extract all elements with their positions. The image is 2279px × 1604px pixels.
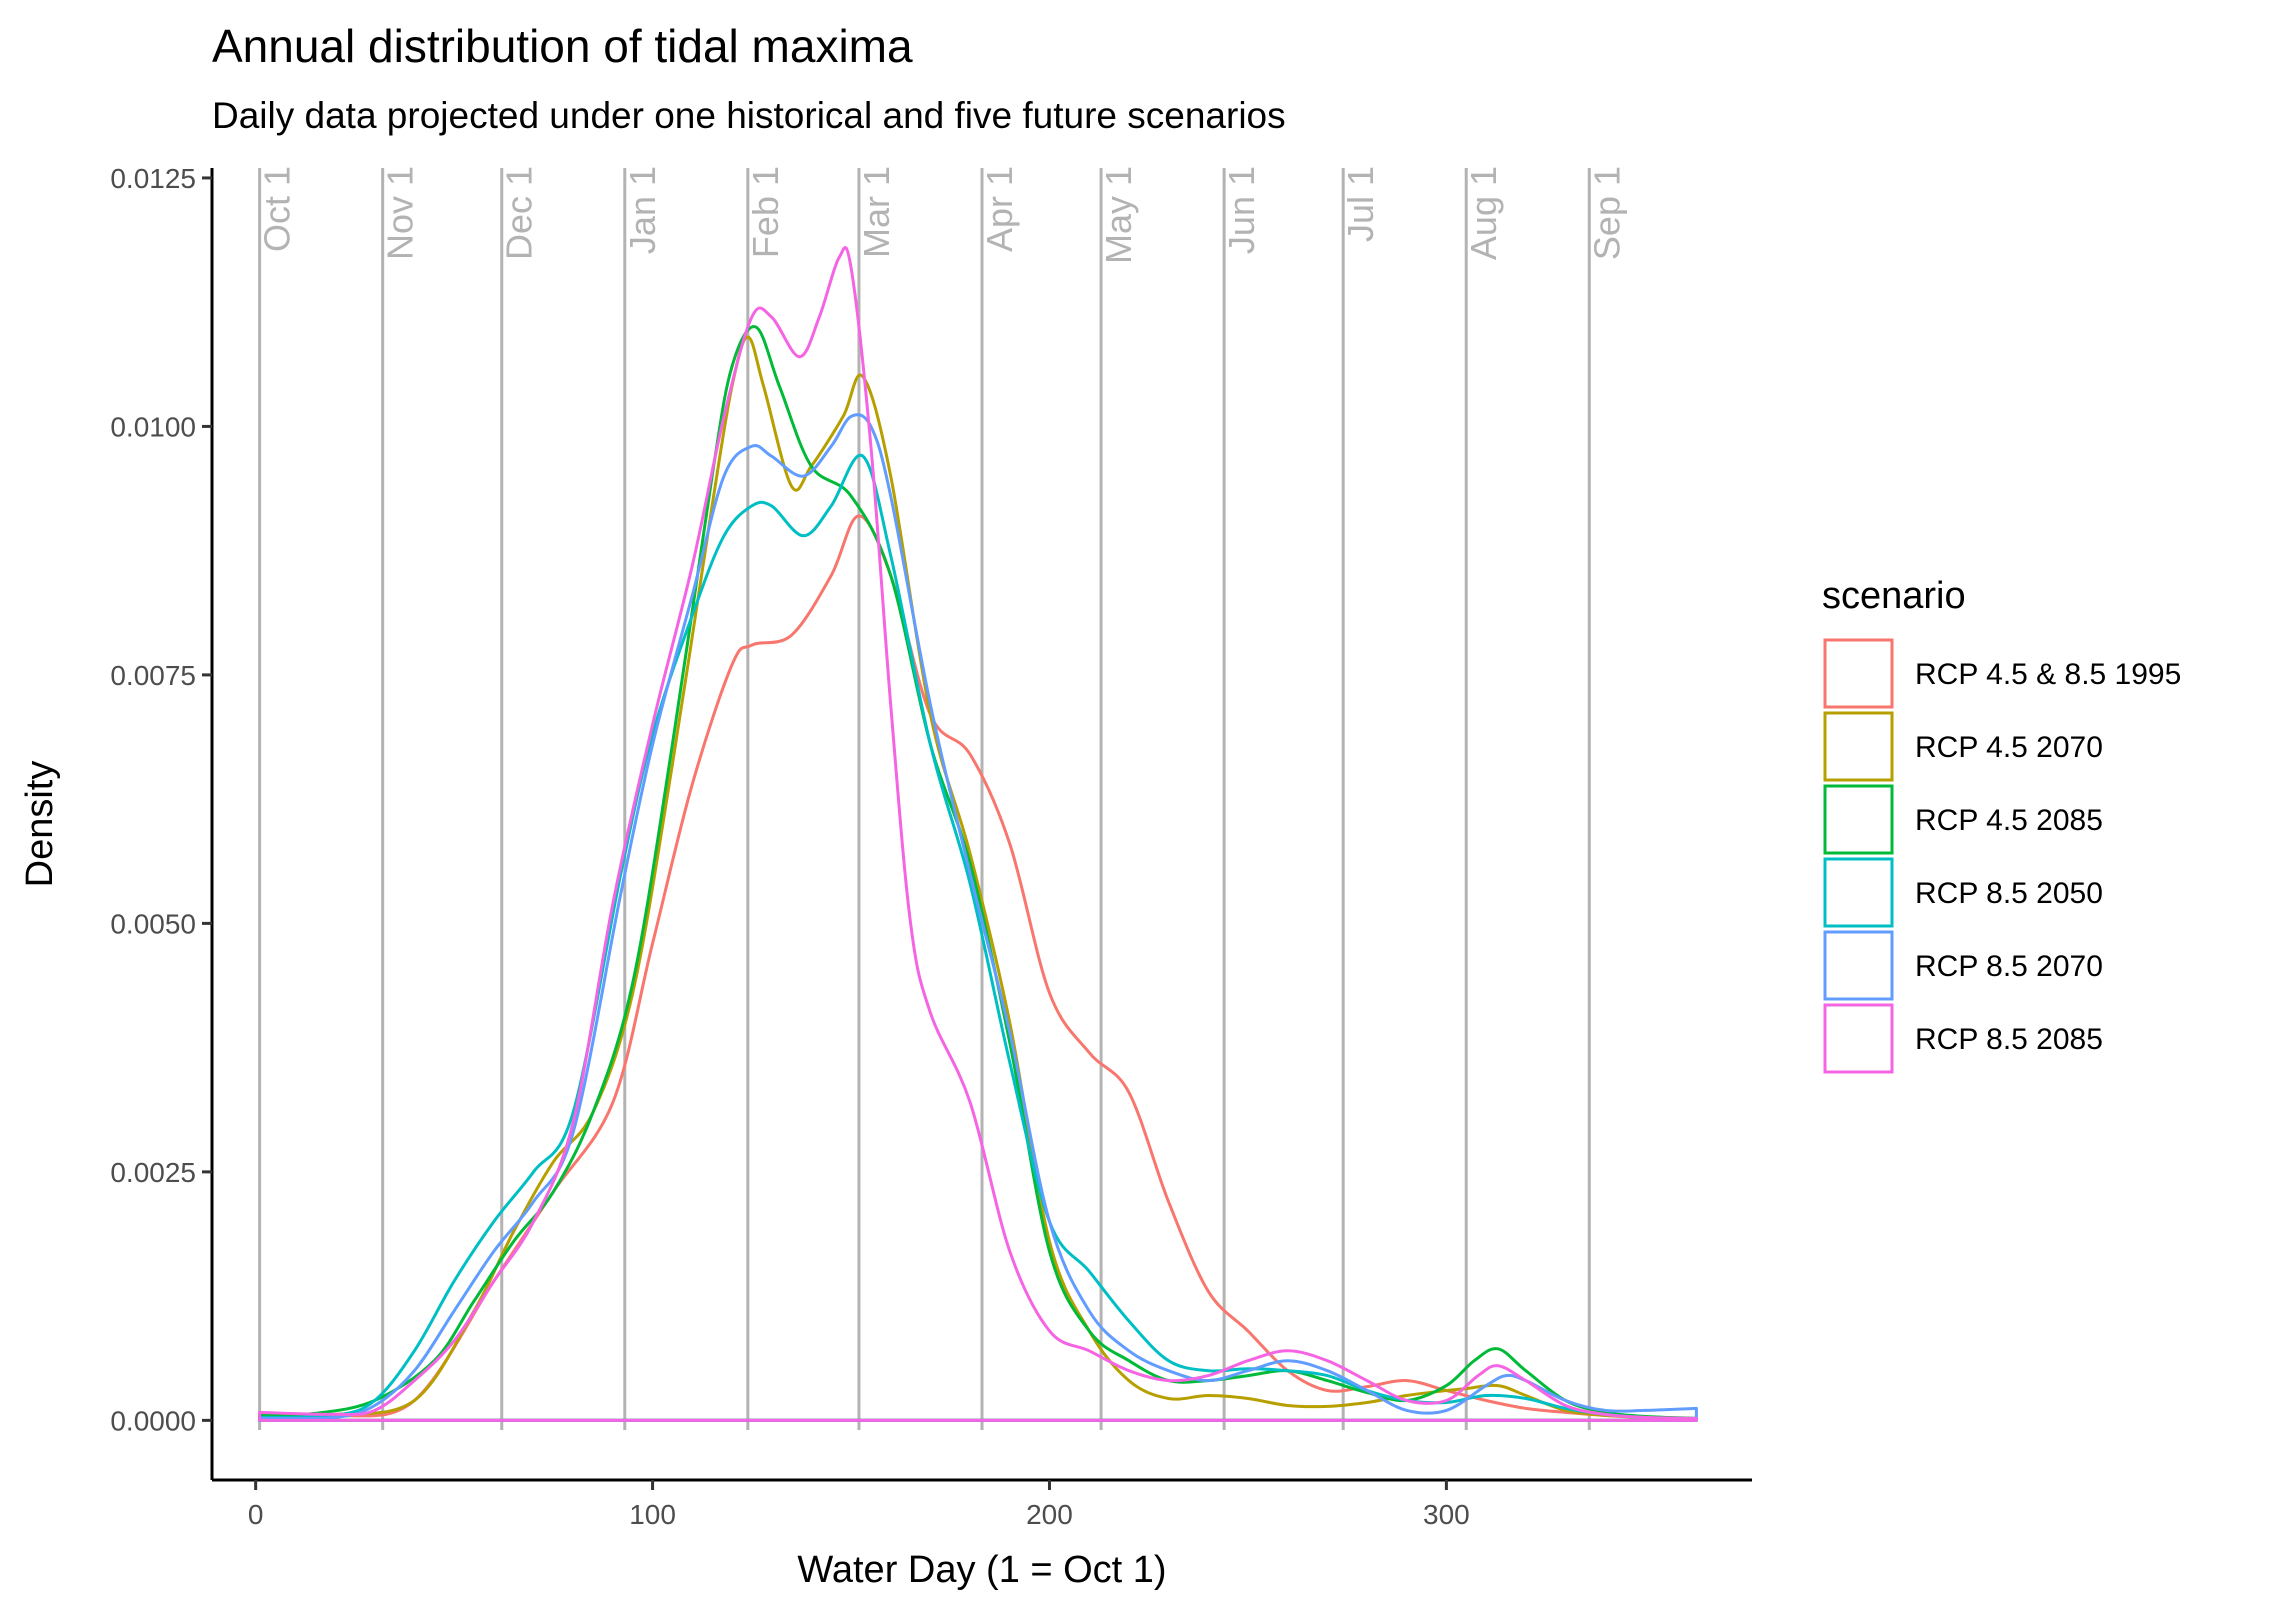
month-label-8: Jun 1 xyxy=(1221,166,1262,254)
legend-key-2 xyxy=(1823,784,1894,855)
month-label-2: Dec 1 xyxy=(499,166,540,260)
month-label-6: Apr 1 xyxy=(979,166,1020,252)
x-tick-label-3: 300 xyxy=(1423,1499,1470,1530)
y-tick-label-4: 0.0100 xyxy=(110,411,196,442)
chart-subtitle: Daily data projected under one historica… xyxy=(212,95,1286,136)
month-label-10: Aug 1 xyxy=(1463,166,1504,260)
month-reference-lines: Oct 1 Nov 1 Dec 1 Jan 1 Feb 1 Mar 1 Apr 1 May 1… xyxy=(257,166,1627,1430)
legend-key-3 xyxy=(1823,857,1894,928)
y-tick-label-2: 0.0050 xyxy=(110,908,196,939)
legend-key-4 xyxy=(1823,930,1894,1001)
y-tick-label-1: 0.0025 xyxy=(110,1157,196,1188)
series-line-3 xyxy=(258,453,1698,1422)
chart-title: Annual distribution of tidal maxima xyxy=(212,20,913,72)
month-label-4: Feb 1 xyxy=(745,166,786,258)
month-label-9: Jul 1 xyxy=(1340,166,1381,242)
x-axis-ticks: 0 100 200 300 xyxy=(248,1480,1470,1530)
density-series xyxy=(258,246,1698,1422)
series-line-0 xyxy=(258,514,1698,1422)
y-axis-ticks: 0.0000 0.0025 0.0050 0.0075 0.0100 0.0125 xyxy=(110,163,212,1436)
month-label-1: Nov 1 xyxy=(380,166,421,260)
series-line-4 xyxy=(258,413,1698,1422)
y-tick-label-5: 0.0125 xyxy=(110,163,196,194)
legend-label-5: RCP 8.5 2085 xyxy=(1915,1023,2103,1056)
legend-label-1: RCP 4.5 2070 xyxy=(1915,731,2103,764)
series-line-1 xyxy=(258,335,1698,1422)
x-axis-title: Water Day (1 = Oct 1) xyxy=(797,1549,1166,1591)
month-label-3: Jan 1 xyxy=(622,166,663,254)
legend-label-0: RCP 4.5 & 8.5 1995 xyxy=(1915,658,2181,691)
legend-title: scenario xyxy=(1822,575,1966,617)
y-axis-title: Density xyxy=(19,761,61,888)
month-label-5: Mar 1 xyxy=(856,166,897,258)
x-tick-label-1: 100 xyxy=(629,1499,676,1530)
legend-label-2: RCP 4.5 2085 xyxy=(1915,804,2103,837)
x-tick-label-0: 0 xyxy=(248,1499,264,1530)
legend-label-4: RCP 8.5 2070 xyxy=(1915,950,2103,983)
series-line-2 xyxy=(258,325,1698,1422)
legend-key-5 xyxy=(1823,1003,1894,1074)
x-tick-label-2: 200 xyxy=(1026,1499,1073,1530)
legend: scenario RCP 4.5 & 8.5 1995 RCP 4.5 2070 R… xyxy=(1822,575,2181,1074)
month-label-7: May 1 xyxy=(1098,166,1139,264)
y-tick-label-0: 0.0000 xyxy=(110,1405,196,1436)
y-tick-label-3: 0.0075 xyxy=(110,660,196,691)
month-label-11: Sep 1 xyxy=(1586,166,1627,260)
legend-label-3: RCP 8.5 2050 xyxy=(1915,877,2103,910)
legend-key-1 xyxy=(1823,711,1894,782)
month-label-0: Oct 1 xyxy=(257,166,298,252)
series-line-5 xyxy=(258,246,1698,1422)
legend-key-0 xyxy=(1823,638,1894,709)
